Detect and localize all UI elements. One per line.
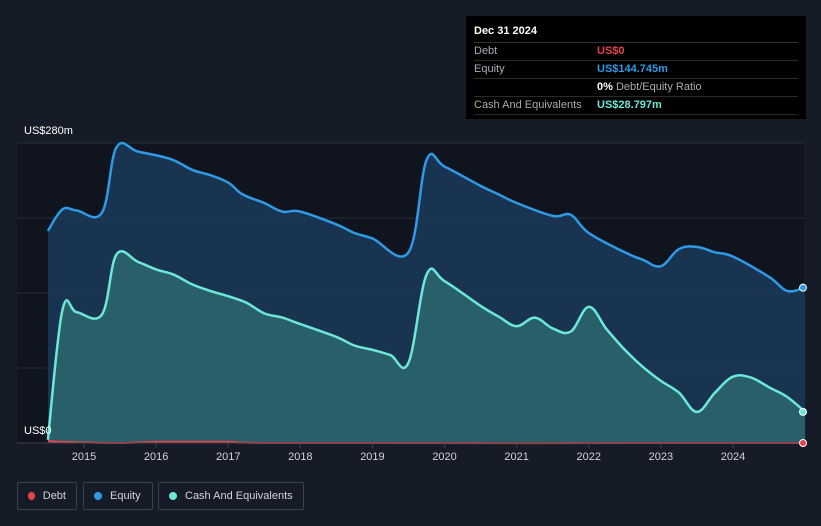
tooltip-value: 0% Debt/Equity Ratio	[597, 79, 702, 96]
tooltip-value: US$144.745m	[597, 63, 668, 75]
legend-label: Debt	[42, 490, 66, 502]
tooltip-label: Cash And Equivalents	[474, 99, 582, 111]
x-tick-label: 2021	[504, 451, 528, 463]
x-tick-label: 2015	[72, 451, 96, 463]
equity-end-marker[interactable]	[799, 283, 807, 292]
legend-label: Cash And Equivalents	[185, 490, 293, 502]
legend-debt[interactable]: Debt	[17, 482, 77, 510]
x-tick-label: 2016	[144, 451, 168, 463]
tooltip-row-cash: Cash And Equivalents US$28.797m	[474, 97, 798, 115]
tooltip-row-equity: Equity US$144.745m	[474, 61, 798, 79]
x-tick-label: 2023	[649, 451, 673, 463]
cash-end-marker[interactable]	[799, 407, 807, 416]
legend-dot-icon	[28, 492, 35, 500]
tooltip-value: US$28.797m	[597, 99, 662, 111]
equity-line	[46, 141, 806, 293]
ratio-value: 0%	[597, 81, 613, 93]
x-tick-label: 2022	[577, 451, 601, 463]
legend-dot-icon	[169, 492, 177, 500]
y-axis-top-label: US$280m	[24, 125, 73, 137]
ratio-suffix: Debt/Equity Ratio	[615, 81, 702, 93]
x-tick-label: 2024	[721, 451, 745, 463]
tooltip-row-debt: Debt US$0	[474, 43, 798, 61]
tooltip-value: US$0	[597, 45, 625, 57]
x-tick-label: 2018	[288, 451, 312, 463]
tooltip-label: Equity	[474, 63, 505, 75]
tooltip-row-ratio: 0% Debt/Equity Ratio	[474, 79, 798, 97]
tooltip-date: Dec 31 2024	[474, 24, 798, 43]
x-tick-label: 2017	[216, 451, 240, 463]
x-axis-ticks: 2015 2016 2017 2018 2019 2020 2021 2022 2023 2024	[72, 443, 745, 463]
y-axis-bottom-label: US$0	[24, 425, 52, 437]
tooltip: Dec 31 2024 Debt US$0 Equity US$144.745m…	[466, 16, 806, 119]
legend-label: Equity	[110, 490, 141, 502]
x-tick-label: 2020	[432, 451, 456, 463]
debt-end-marker[interactable]	[799, 439, 807, 447]
tooltip-label: Debt	[474, 45, 498, 57]
x-tick-label: 2019	[360, 451, 384, 463]
tooltip-label	[474, 79, 597, 96]
legend-equity[interactable]: Equity	[83, 482, 153, 510]
cash-line	[46, 250, 806, 440]
legend-cash[interactable]: Cash And Equivalents	[158, 482, 304, 510]
legend-dot-icon	[94, 492, 102, 500]
